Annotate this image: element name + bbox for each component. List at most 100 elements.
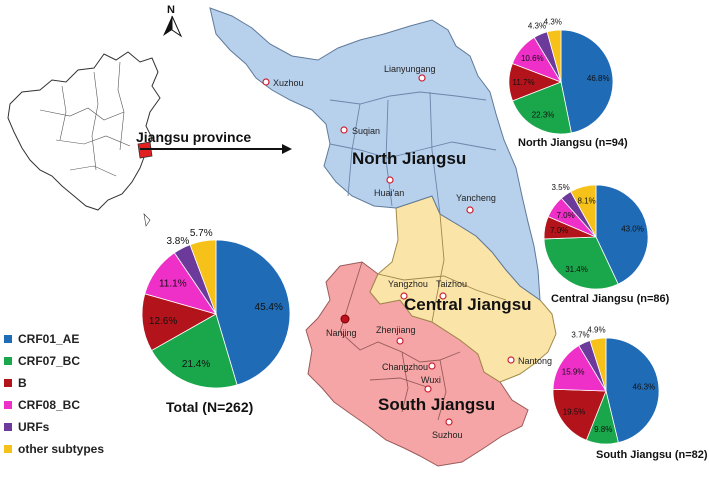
region-label-north: North Jiangsu [352,149,466,168]
city-label-changzhou: Changzhou [382,362,428,372]
legend-label: CRF01_AE [18,332,80,346]
pie-chart-total: 45.4% 21.4% 12.6% 11.1% 3.8%5.7% [141,228,291,389]
legend-swatch [4,445,12,453]
city-label-taizhou: Taizhou [436,279,467,289]
city-marker-taizhou [439,292,447,300]
legend-label: other subtypes [18,442,105,456]
region-label-south: South Jiangsu [378,395,495,414]
legend-swatch [4,335,12,343]
city-marker-wuxi [424,385,432,393]
pie-data-label: 3.7% [571,330,589,339]
city-marker-zhenjiang [396,337,404,345]
city-label-lianyungang: Lianyungang [384,64,436,74]
legend-label: CRF08_BC [18,398,81,412]
pie-slice [560,29,614,134]
city-marker-nantong [507,356,515,364]
pie-data-label: 31.4% [565,265,588,274]
city-label-wuxi: Wuxi [421,375,441,385]
legend-swatch [4,423,12,431]
pie-data-label: 11.7% [513,78,535,87]
pie-slice [552,344,607,392]
pie-data-label: 11.1% [159,278,187,289]
pie-title-north: North Jiangsu (n=94) [518,137,628,149]
pie-data-label: 15.9% [562,367,585,376]
legend-label: B [18,376,27,390]
pie-data-label: 4.3% [528,22,546,31]
pie-slice [141,293,218,352]
pie-slice [215,239,291,386]
legend-item: CRF07_BC [4,350,154,372]
legend-label: CRF07_BC [18,354,81,368]
city-marker-nanjing [340,314,350,324]
pie-slice [595,184,649,285]
pie-slice [605,337,660,444]
pie-data-label: 3.8% [166,236,189,247]
city-label-suqian: Suqian [352,126,380,136]
city-marker-yangzhou [400,292,408,300]
province-label: Jiangsu province [136,129,251,145]
pie-data-label: 43.0% [621,225,644,234]
pie-slice [589,337,607,392]
city-label-suzhou: Suzhou [432,430,463,440]
city-label-nanjing: Nanjing [326,328,357,338]
city-markers: Xuzhou Lianyungang Suqian Huai'an Yanche… [262,64,552,440]
pie-data-label: 4.3% [544,17,562,26]
pie-data-label: 4.9% [587,326,605,335]
pie-data-label: 45.4% [255,302,283,313]
legend-item: CRF01_AE [4,328,154,350]
pie-slice [546,29,562,83]
pie-slice [151,313,238,389]
pie-data-label: 12.6% [149,316,177,327]
pie-data-label: 19.5% [563,408,586,417]
pie-data-label: 9.8% [594,425,612,434]
pie-slice [543,236,619,290]
pie-data-label: 10.6% [521,54,544,63]
jiangsu-map [209,7,557,467]
pie-chart-north: 46.8% 22.3% 11.7% 10.6% 4.3%4.3% [508,17,614,135]
city-label-yancheng: Yancheng [456,193,496,203]
north-label: N [167,4,175,16]
legend-item: CRF08_BC [4,394,154,416]
city-marker-suzhou [445,418,453,426]
pie-data-label: 7.0% [556,211,574,220]
pie-data-label: 3.5% [551,183,569,192]
city-label-huaian: Huai'an [374,188,404,198]
north-arrow-icon: N [163,4,183,38]
legend-swatch [4,357,12,365]
arrow-icon [140,144,292,154]
city-label-yangzhou: Yangzhou [388,279,428,289]
city-marker-yancheng [466,206,474,214]
pie-slice [189,239,217,315]
legend-item: B [4,372,154,394]
pie-data-label: 5.7% [190,228,213,239]
legend-item: URFs [4,416,154,438]
pie-data-label: 22.3% [532,111,555,120]
city-label-nantong: Nantong [518,356,552,366]
pie-slice [570,184,597,239]
city-marker-suqian [340,126,348,134]
legend: CRF01_AE CRF07_BC B CRF08_BC URFs other … [4,328,154,460]
pie-data-label: 7.0% [550,226,568,235]
legend-label: URFs [18,420,50,434]
city-marker-huaian [386,176,394,184]
legend-item: other subtypes [4,438,154,460]
city-marker-lianyungang [418,74,426,82]
city-marker-changzhou [428,362,436,370]
city-marker-xuzhou [262,78,270,86]
pie-data-label: 46.8% [587,74,610,83]
pie-chart-south: 46.3% 9.8% 19.5% 15.9% 3.7%4.9% [552,326,660,445]
city-label-zhenjiang: Zhenjiang [376,325,416,335]
region-label-central: Central Jiangsu [404,295,532,314]
pie-slice [512,81,572,135]
china-outline-map [7,51,161,227]
pie-title-south: South Jiangsu (n=82) [596,449,708,461]
city-label-xuzhou: Xuzhou [273,78,304,88]
pie-data-label: 8.1% [577,197,595,206]
legend-swatch [4,379,12,387]
pie-title-central: Central Jiangsu (n=86) [551,293,670,305]
pie-title-total: Total (N=262) [166,399,253,415]
pie-slice [552,388,607,441]
legend-swatch [4,401,12,409]
pie-data-label: 46.3% [633,382,656,391]
